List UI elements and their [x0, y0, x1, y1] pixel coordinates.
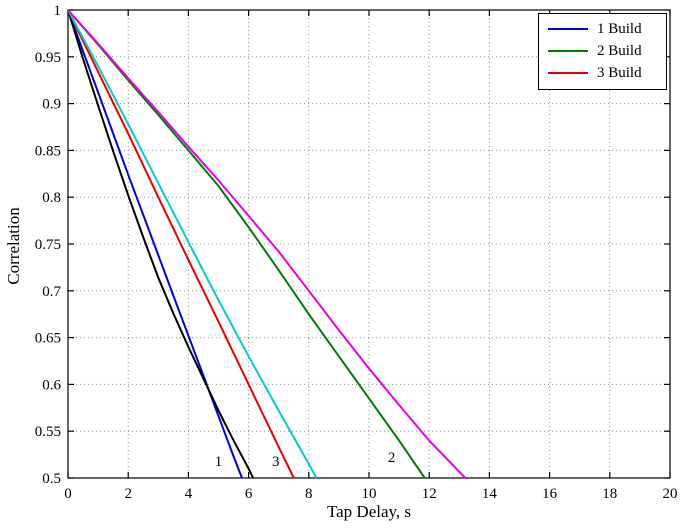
- x-tick-label: 10: [362, 486, 377, 502]
- y-tick-label: 0.85: [35, 143, 61, 159]
- y-tick-label: 0.7: [42, 284, 61, 300]
- y-tick-label: 0.75: [35, 237, 61, 253]
- legend-label-3-build: 3 Build: [597, 64, 642, 81]
- legend-label-1-build: 1 Build: [597, 20, 642, 37]
- annotation-3: 3: [272, 454, 280, 470]
- y-tick-label: 0.9: [42, 97, 61, 113]
- legend-label-2-build: 2 Build: [597, 42, 642, 59]
- series-green-2-build: [67, 9, 426, 479]
- x-tick-label: 14: [482, 486, 498, 502]
- x-tick-label: 6: [245, 486, 253, 502]
- annotation-2: 2: [388, 450, 396, 466]
- x-tick-label: 18: [602, 486, 617, 502]
- y-axis-label: Correlation: [4, 207, 23, 285]
- y-tick-label: 0.5: [42, 471, 61, 487]
- series-blue-1-build: [67, 9, 243, 479]
- x-tick-label: 0: [64, 486, 72, 502]
- legend-item-1-build: 1 Build: [539, 18, 666, 40]
- legend-item-3-build: 3 Build: [539, 62, 666, 84]
- legend-line-sample-blue: [548, 28, 588, 30]
- y-tick-label: 0.95: [35, 50, 61, 66]
- x-axis-label: Tap Delay, s: [326, 502, 412, 521]
- x-tick-label: 20: [663, 486, 678, 502]
- y-tick-label: 0.8: [42, 190, 61, 206]
- x-tick-label: 16: [542, 486, 558, 502]
- x-tick-label: 4: [185, 486, 193, 502]
- x-tick-label: 12: [422, 486, 437, 502]
- series-black: [67, 9, 255, 479]
- y-tick-label: 1: [54, 3, 62, 19]
- legend-item-2-build: 2 Build: [539, 40, 666, 62]
- series-cyan: [67, 9, 318, 479]
- series-red-3-build: [67, 9, 295, 479]
- series-magenta: [67, 9, 467, 479]
- y-tick-label: 0.6: [42, 377, 61, 393]
- legend: 1 Build 2 Build 3 Build: [538, 13, 667, 90]
- legend-line-sample-red: [548, 72, 588, 74]
- annotation-1: 1: [215, 454, 223, 470]
- x-tick-label: 2: [124, 486, 132, 502]
- y-tick-label: 0.65: [35, 331, 61, 347]
- x-tick-label: 8: [305, 486, 313, 502]
- y-tick-label: 0.55: [35, 424, 61, 440]
- legend-line-sample-green: [548, 50, 588, 52]
